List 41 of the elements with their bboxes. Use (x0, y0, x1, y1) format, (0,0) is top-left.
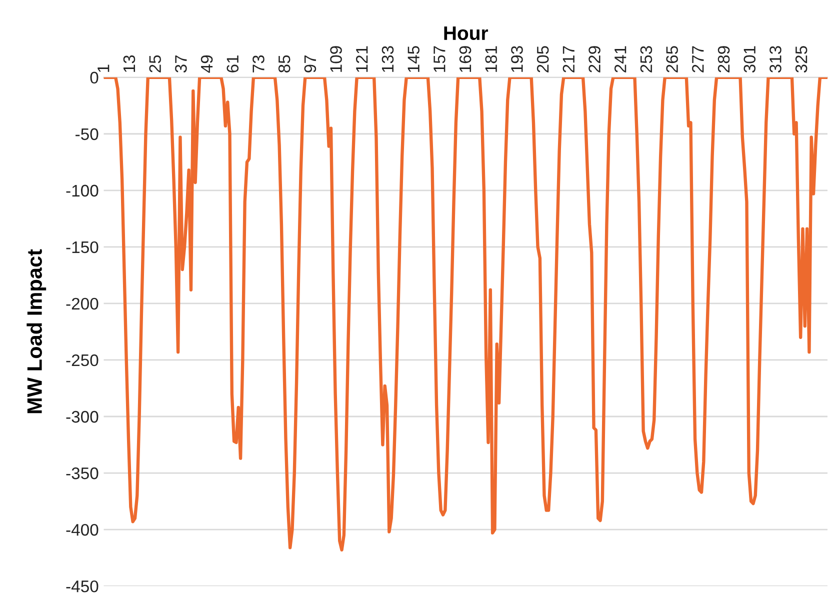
y-tick-label: -300 (66, 410, 98, 423)
x-tick-label: 217 (562, 46, 574, 72)
x-tick-label: 85 (278, 55, 290, 72)
x-tick-label: 121 (356, 46, 368, 72)
x-tick-label: 277 (692, 46, 704, 72)
x-tick-label: 1 (98, 64, 110, 72)
x-tick-label: 37 (175, 55, 187, 73)
y-tick-label: -200 (66, 298, 98, 310)
y-tick-label: -450 (66, 580, 98, 592)
x-tick-label: 133 (382, 46, 394, 72)
x-tick-label: 229 (588, 46, 600, 72)
y-tick-label: -50 (76, 128, 98, 140)
x-tick-label: 313 (770, 46, 782, 73)
x-tick-label: 325 (795, 46, 808, 73)
x-tick-label: 169 (459, 46, 472, 72)
x-tick-label: 13 (123, 55, 136, 72)
x-tick-label: 61 (226, 55, 239, 72)
y-tick-label: -350 (66, 467, 98, 480)
x-tick-label: 181 (485, 46, 498, 72)
y-tick-label: -400 (66, 524, 98, 536)
y-tick-label: -250 (66, 354, 98, 366)
x-tick-label: 145 (408, 46, 420, 72)
y-axis-title: MW Load Impact (26, 249, 46, 414)
y-tick-label: -150 (66, 241, 98, 254)
x-axis-title: Hour (444, 26, 488, 40)
x-tick-label: 253 (640, 46, 652, 72)
x-tick-label: 25 (149, 55, 161, 72)
x-tick-label: 301 (744, 46, 756, 73)
line-series (104, 77, 828, 552)
x-tick-label: 49 (200, 55, 213, 73)
x-tick-label: 193 (511, 46, 523, 72)
x-tick-label: 289 (718, 46, 730, 72)
y-tick-label: 0 (90, 72, 98, 84)
x-tick-label: 109 (330, 46, 342, 72)
x-tick-label: 265 (666, 46, 678, 72)
x-tick-label: 157 (434, 46, 446, 72)
x-tick-label: 241 (614, 46, 626, 72)
x-tick-label: 205 (536, 46, 549, 72)
y-tick-label: -100 (66, 184, 98, 197)
x-tick-label: 73 (252, 55, 264, 72)
x-tick-label: 97 (304, 55, 316, 72)
